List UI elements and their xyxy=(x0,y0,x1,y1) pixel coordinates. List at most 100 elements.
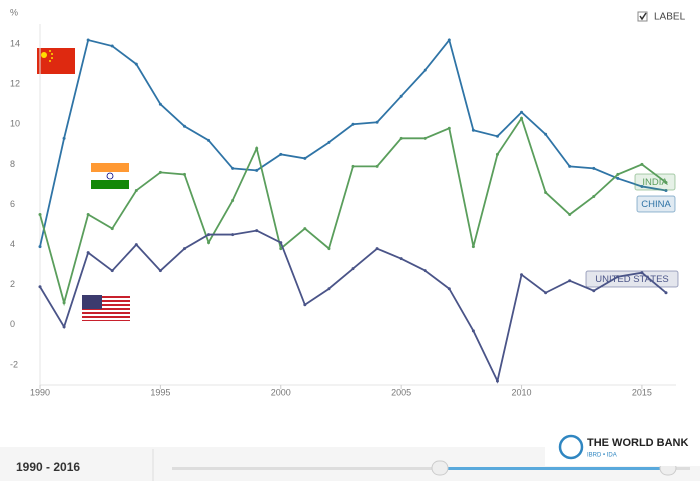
point xyxy=(182,172,186,176)
x-tick-label: 2005 xyxy=(391,387,411,397)
point xyxy=(399,136,403,140)
point xyxy=(544,291,548,295)
point xyxy=(471,329,475,333)
series-label: CHINA xyxy=(641,199,671,210)
checkbox[interactable] xyxy=(637,11,648,22)
point xyxy=(616,172,620,176)
y-tick-label: 6 xyxy=(10,199,15,209)
point xyxy=(38,213,42,217)
y-tick-label: 14 xyxy=(10,38,20,48)
slider-range xyxy=(440,467,668,470)
checkmark xyxy=(639,12,647,21)
brand-sub: IBRD • IDA xyxy=(587,453,617,459)
point xyxy=(616,275,620,279)
point xyxy=(664,180,668,184)
point xyxy=(568,213,572,217)
series-label: INDIA xyxy=(642,177,668,188)
point xyxy=(520,273,524,277)
point xyxy=(207,241,211,245)
y-tick-label: 8 xyxy=(10,159,15,169)
point xyxy=(110,227,114,231)
point xyxy=(134,62,138,66)
series-line xyxy=(39,116,667,307)
point xyxy=(86,213,90,217)
us-flag xyxy=(82,295,130,321)
point xyxy=(255,229,259,233)
x-tick-label: 2000 xyxy=(271,387,291,397)
point xyxy=(495,152,499,156)
point xyxy=(616,176,620,180)
x-tick-label: 1990 xyxy=(30,387,50,397)
point xyxy=(568,164,572,168)
series-line xyxy=(39,229,667,384)
y-tick-label: 2 xyxy=(10,279,15,289)
point xyxy=(327,287,331,291)
slider-track[interactable] xyxy=(172,467,690,470)
point xyxy=(495,134,499,138)
point xyxy=(399,94,403,98)
x-tick-label: 2010 xyxy=(512,387,532,397)
point xyxy=(592,166,596,170)
point xyxy=(231,166,235,170)
point xyxy=(279,241,283,245)
point xyxy=(279,152,283,156)
range-label: 1990 - 2016 xyxy=(16,460,80,474)
point xyxy=(351,122,355,126)
point xyxy=(303,303,307,307)
point xyxy=(351,267,355,271)
point xyxy=(134,243,138,247)
y-axis-label: % xyxy=(10,7,18,17)
point xyxy=(255,168,259,172)
point xyxy=(375,247,379,251)
series-label-box xyxy=(636,195,676,213)
point xyxy=(38,245,42,249)
point xyxy=(399,257,403,261)
point xyxy=(423,136,427,140)
point xyxy=(592,289,596,293)
logo-globe xyxy=(558,434,584,460)
series-label-box xyxy=(634,173,676,191)
point xyxy=(568,279,572,283)
point xyxy=(86,251,90,255)
point xyxy=(158,269,162,273)
point xyxy=(423,68,427,72)
y-tick-label: 0 xyxy=(10,319,15,329)
point xyxy=(110,269,114,273)
point xyxy=(255,146,259,150)
series-line xyxy=(39,38,667,247)
point xyxy=(495,379,499,383)
point xyxy=(544,132,548,136)
point xyxy=(231,198,235,202)
point xyxy=(62,136,66,140)
brand-name: THE WORLD BANK xyxy=(587,437,688,449)
series-label-box xyxy=(585,270,679,288)
y-tick-label: 10 xyxy=(10,119,20,129)
point xyxy=(423,269,427,273)
point xyxy=(303,156,307,160)
point xyxy=(38,285,42,289)
point xyxy=(158,102,162,106)
point xyxy=(471,128,475,132)
india-flag xyxy=(91,163,129,189)
point xyxy=(327,247,331,251)
china-flag xyxy=(37,48,75,74)
point xyxy=(207,233,211,237)
point xyxy=(640,184,644,188)
point xyxy=(207,138,211,142)
x-tick-label: 1995 xyxy=(150,387,170,397)
point xyxy=(375,164,379,168)
y-tick-label: 12 xyxy=(10,79,20,89)
point xyxy=(158,170,162,174)
point xyxy=(62,301,66,305)
point xyxy=(471,245,475,249)
point xyxy=(62,325,66,329)
y-tick-label: 4 xyxy=(10,239,15,249)
point xyxy=(182,247,186,251)
slider-handle-left[interactable] xyxy=(431,460,449,476)
point xyxy=(544,190,548,194)
y-tick-label: -2 xyxy=(10,359,18,369)
label-toggle[interactable]: LABEL xyxy=(654,12,686,23)
series-label: UNITED STATES xyxy=(595,274,669,285)
point xyxy=(110,44,114,48)
point xyxy=(664,291,668,295)
